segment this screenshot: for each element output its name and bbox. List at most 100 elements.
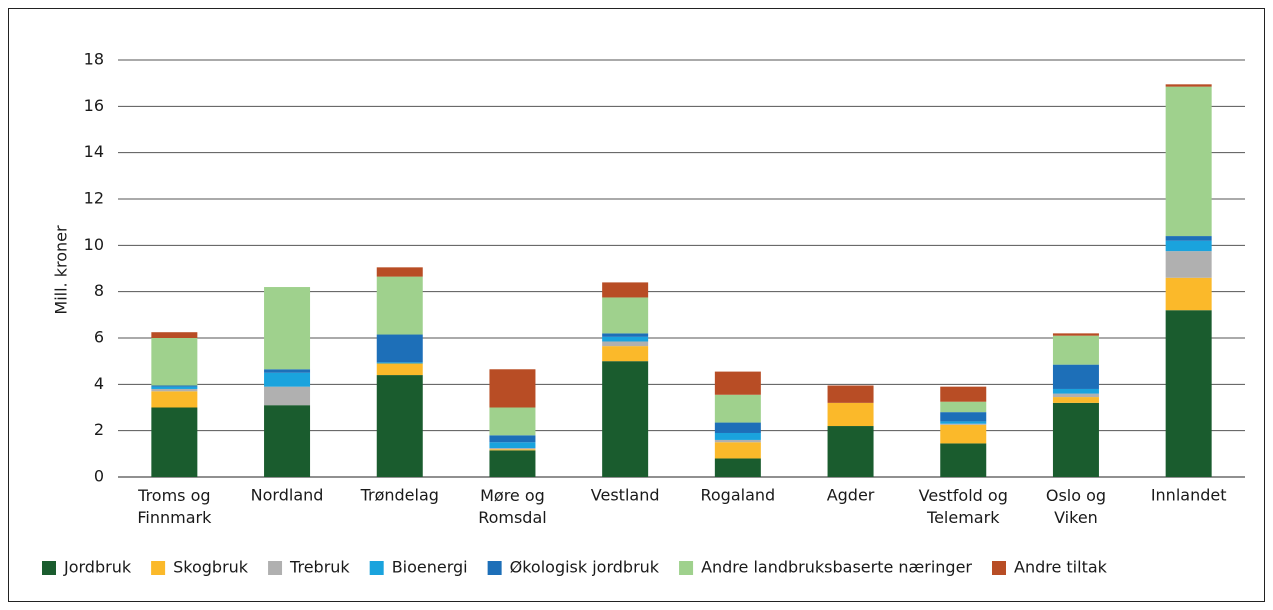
legend-swatch [992,561,1006,575]
bar-segment [714,442,761,459]
bar-segment [1052,333,1099,336]
bar-segment [714,432,761,440]
bar-segment [602,336,649,342]
bar-segment [376,334,423,363]
bar-segment [1165,84,1212,87]
bar-segment [151,391,198,408]
x-tick-label: Vestland [591,486,660,505]
bar-segment [151,407,198,477]
bar-segment [489,369,536,408]
y-tick-label: 2 [94,420,104,439]
bar-segment [827,385,874,403]
legend-label: Trebruk [289,558,350,577]
bar-segment [827,402,874,427]
y-tick-label: 16 [84,96,104,115]
legend-swatch [42,561,56,575]
bar-segment [489,407,536,436]
y-tick-label: 10 [84,235,104,254]
bar-segment [940,421,987,424]
legend-swatch [487,561,502,575]
legend-swatch [268,561,283,575]
bar-segment [1052,397,1099,403]
bar-segment [264,287,311,370]
x-tick-label: Trøndelag [360,486,439,505]
bar-segment [1052,388,1099,394]
y-axis-label: Mill. kroner [52,225,71,315]
x-tick-label: Oslo og Viken [1046,486,1106,527]
bar-segment [1165,310,1212,477]
bar-segment [376,363,423,376]
legend-label: Skogbruk [173,558,249,577]
bar-segment [714,439,761,443]
bar-segment [151,386,198,389]
bar-segment [264,369,311,373]
bar-segment [714,394,761,423]
bar-segment [1165,277,1212,311]
bar-segment [714,371,761,395]
bar-segment [489,442,536,449]
bar-segment [940,443,987,477]
bar-segment [1052,402,1099,477]
y-tick-label: 8 [94,281,104,300]
bar-segment [602,341,649,347]
bar-segment [714,422,761,433]
legend-swatch [151,561,166,575]
bar-segment [940,423,987,425]
bar-segment [602,361,649,477]
bar-segment [1165,236,1212,241]
bar-segment [264,372,311,387]
x-tick-label: Nordland [251,486,324,505]
bar-segment [714,458,761,477]
bar-segment [151,385,198,387]
legend-label: Andre tiltak [1014,558,1108,577]
frame [8,8,1265,602]
legend-swatch [679,561,694,575]
bar-segment [1165,86,1212,237]
legend-label: Bioenergi [392,558,468,577]
legend-swatch [369,561,384,575]
bar-segment [1052,393,1099,398]
bar-segment [602,333,649,337]
bar-segment [376,362,423,364]
bar-segment [376,276,423,335]
x-tick-label: Vestfold og Telemark [919,486,1008,527]
y-tick-label: 0 [94,467,104,486]
bar-segment [940,386,987,402]
bar-segment [940,412,987,422]
bar-segment [264,386,311,406]
x-tick-label: Agder [827,486,875,505]
bar-segment [827,426,874,477]
y-tick-label: 12 [84,189,104,208]
bar-segment [264,405,311,477]
x-tick-label: Troms og Finnmark [137,486,212,527]
bar-segment [151,338,198,386]
bar-segment [489,435,536,443]
x-tick-label: Møre og Romsdal [478,486,547,527]
bar-segment [151,388,198,392]
legend-label: Økologisk jordbruk [510,558,660,577]
bar-segment [489,450,536,477]
y-tick-label: 6 [94,328,104,347]
bar-segment [1165,240,1212,252]
bar-segment [940,401,987,413]
bar-segment [489,449,536,451]
bar-segment [489,448,536,450]
legend-label: Andre landbruksbaserte næringer [701,558,972,577]
y-tick-label: 4 [94,374,104,393]
x-tick-label: Rogaland [700,486,775,505]
bar-segment [1052,335,1099,365]
bar-segment [1165,251,1212,278]
bar-segment [602,297,649,334]
bar-segment [940,424,987,444]
bar-segment [376,267,423,277]
y-tick-label: 18 [84,50,104,69]
y-tick-label: 14 [84,142,104,161]
bar-segment [602,282,649,298]
x-tick-label: Innlandet [1151,486,1227,505]
bar-segment [376,375,423,477]
bar-segment [602,346,649,362]
legend-label: Jordbruk [63,558,132,577]
bar-segment [151,332,198,338]
bar-segment [1052,364,1099,389]
